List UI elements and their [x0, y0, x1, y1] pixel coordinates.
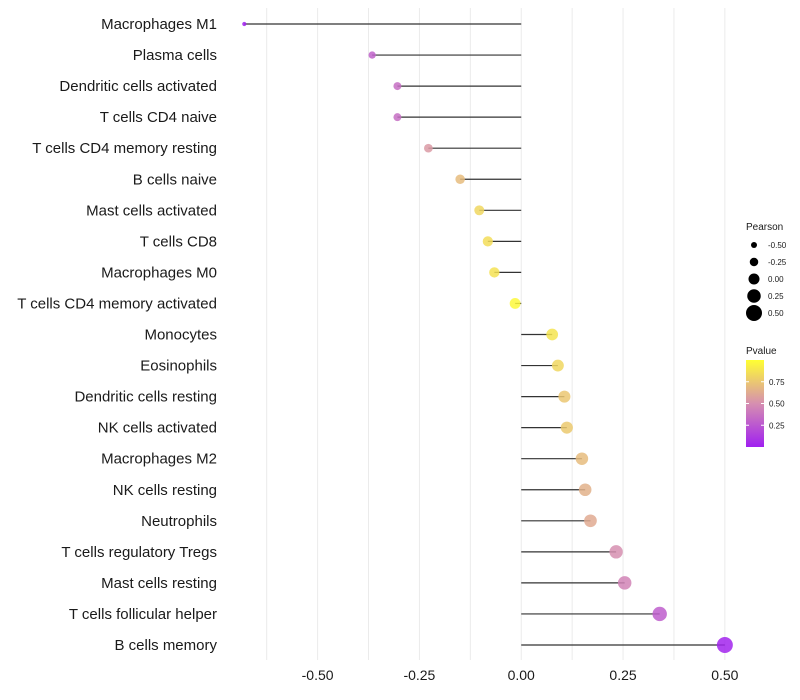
- lollipop-point: [455, 174, 465, 184]
- lollipop-point: [609, 545, 623, 559]
- lollipop-point: [617, 576, 632, 590]
- size-legend-key: [748, 273, 760, 285]
- lollipop-point: [551, 359, 564, 372]
- lollipop-point: [558, 390, 571, 403]
- size-legend-title: Pearson: [746, 222, 783, 233]
- y-category-label: T cells CD4 naive: [100, 109, 217, 126]
- x-tick-label: -0.50: [302, 667, 334, 683]
- color-legend: Pvalue 0.25 0.50 0.75: [746, 346, 785, 447]
- size-legend-key: [746, 305, 762, 321]
- size-legend-key: [749, 257, 759, 267]
- x-tick-label: 0.00: [508, 667, 535, 683]
- lollipop-point: [424, 143, 433, 153]
- y-category-label: Eosinophils: [140, 358, 217, 375]
- lollipop-point: [368, 51, 376, 59]
- y-category-label: NK cells activated: [98, 420, 217, 437]
- y-category-label: Macrophages M2: [101, 451, 217, 468]
- y-category-label: Dendritic cells activated: [59, 78, 217, 95]
- y-category-label: NK cells resting: [113, 482, 217, 499]
- y-category-label: T cells CD4 memory activated: [17, 295, 217, 312]
- lollipop-point: [578, 483, 592, 497]
- x-tick-label: -0.25: [403, 667, 435, 683]
- lollipop-point: [393, 113, 402, 122]
- size-legend-label: 0.50: [768, 309, 784, 318]
- x-axis-tick-labels: -0.50 -0.25 0.00 0.25 0.50: [302, 667, 739, 683]
- y-category-label: B cells naive: [133, 171, 217, 188]
- lollipop-point: [584, 514, 597, 528]
- y-category-label: T cells regulatory Tregs: [61, 544, 217, 561]
- lollipop-point: [489, 267, 500, 278]
- y-category-label: Dendritic cells resting: [74, 389, 217, 406]
- y-category-label: Mast cells resting: [101, 575, 217, 592]
- size-legend: Pearson -0.50 -0.25 0.00 0.25 0.50: [746, 222, 787, 321]
- y-category-label: T cells follicular helper: [69, 606, 217, 623]
- y-category-label: Plasma cells: [133, 47, 217, 64]
- lollipop-point: [546, 328, 559, 341]
- size-legend-label: 0.00: [768, 275, 784, 284]
- y-category-label: Neutrophils: [141, 513, 217, 530]
- y-category-label: T cells CD8: [140, 233, 217, 250]
- lollipop-point: [560, 421, 573, 434]
- y-category-label: B cells memory: [114, 637, 217, 654]
- color-legend-label: 0.25: [769, 421, 785, 430]
- x-tick-label: 0.25: [609, 667, 636, 683]
- x-tick-label: 0.50: [711, 667, 738, 683]
- lollipop-point: [716, 637, 733, 653]
- size-legend-key: [751, 242, 757, 248]
- y-category-label: Monocytes: [144, 327, 217, 344]
- size-legend-label: 0.25: [768, 292, 784, 301]
- size-legend-label: -0.25: [768, 258, 787, 267]
- y-category-label: Macrophages M0: [101, 264, 217, 281]
- color-legend-label: 0.75: [769, 378, 785, 387]
- y-axis-labels: Macrophages M1 Plasma cells Dendritic cell…: [17, 16, 217, 654]
- y-category-label: T cells CD4 memory resting: [32, 140, 217, 157]
- y-category-label: Mast cells activated: [86, 202, 217, 219]
- lollipop-point: [575, 452, 589, 465]
- gridlines: [266, 8, 726, 660]
- color-legend-title: Pvalue: [746, 346, 777, 357]
- size-legend-key: [747, 289, 761, 303]
- lollipop-point: [509, 298, 521, 309]
- lollipop-point: [652, 606, 667, 622]
- color-legend-label: 0.50: [769, 400, 785, 409]
- lollipop-point: [482, 236, 493, 247]
- lollipop-point: [474, 205, 485, 216]
- size-legend-label: -0.50: [768, 241, 787, 250]
- lollipop-points: [242, 21, 733, 653]
- lollipop-point: [242, 21, 247, 27]
- lollipop-segments: [244, 23, 725, 646]
- lollipop-point: [393, 82, 402, 91]
- y-category-label: Macrophages M1: [101, 16, 217, 33]
- color-legend-bar: [746, 360, 764, 447]
